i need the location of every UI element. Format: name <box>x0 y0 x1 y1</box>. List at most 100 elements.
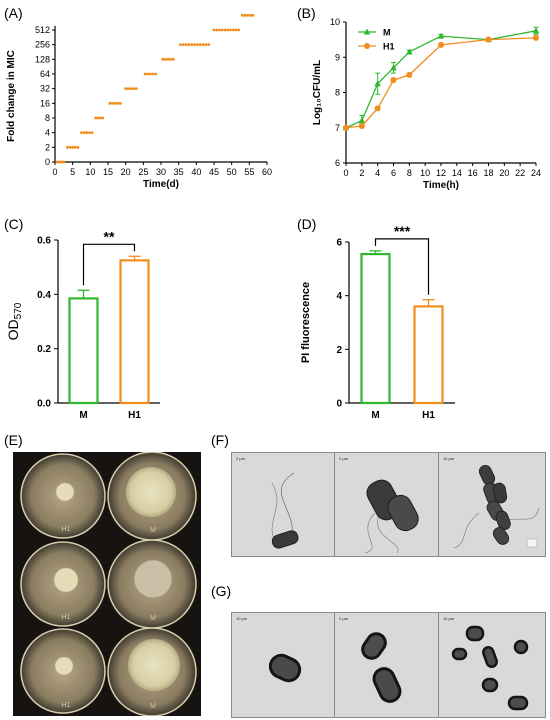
plate-photo-drawing: H1 M H1 M H1 M <box>20 452 197 716</box>
legend-label: H1 <box>383 42 395 52</box>
data-point <box>82 131 86 135</box>
x-tick-label: 14 <box>452 168 462 178</box>
y-tick-label: 32 <box>40 84 50 94</box>
x-tick-label: M <box>79 410 87 421</box>
significance-stars: ** <box>104 228 115 244</box>
scale-label: 10 μm <box>443 456 455 461</box>
data-point <box>390 77 397 84</box>
data-point <box>198 43 202 47</box>
y-axis-label: Log₁₀CFU/mL <box>312 60 323 125</box>
bar <box>360 252 391 405</box>
x-tick-label: 20 <box>499 168 509 178</box>
data-point <box>234 28 238 32</box>
data-point <box>108 101 112 105</box>
colony-h1 <box>53 567 79 593</box>
plate-mark: H1 <box>62 526 71 533</box>
em-image-f3: 10 μm <box>438 452 546 557</box>
y-tick-label: 0.2 <box>37 344 51 355</box>
data-point <box>169 57 173 61</box>
data-point <box>532 27 540 34</box>
y-tick-label: 512 <box>35 25 50 35</box>
data-point <box>80 131 83 135</box>
x-tick-label: 50 <box>227 167 237 177</box>
plate-mark: M <box>150 703 156 710</box>
em-image-g3: 10 μm <box>438 612 546 718</box>
bar <box>413 305 444 405</box>
data-point <box>406 48 413 55</box>
panel-label-a: (A) <box>4 5 23 21</box>
panel-label-d: (D) <box>297 216 317 232</box>
x-tick-label: H1 <box>128 410 141 421</box>
colony-m <box>126 467 176 517</box>
x-tick-label: H1 <box>422 410 435 421</box>
x-tick-label: 10 <box>85 167 95 177</box>
x-axis-label: Time(d) <box>143 179 179 190</box>
x-tick-label: 4 <box>375 168 380 178</box>
data-point <box>220 28 224 32</box>
data-point <box>193 43 196 47</box>
data-point <box>248 13 252 17</box>
y-tick-label: 0.6 <box>37 236 51 247</box>
scale-label: 2 μm <box>339 456 348 461</box>
data-point <box>243 13 247 17</box>
plate-mark: M <box>150 615 156 622</box>
data-point <box>204 43 208 47</box>
data-point <box>215 28 219 32</box>
data-point <box>358 122 365 129</box>
data-point <box>195 43 199 47</box>
chart-a-mic-fold-change: 0 5 10 15 20 25 30 35 40 45 50 55 60 0 2 4 8 16 32 64 128 256… <box>6 13 272 190</box>
data-point <box>251 13 255 17</box>
x-tick-label: 15 <box>103 167 113 177</box>
y-tick-label: 4 <box>45 128 50 138</box>
scale-label: 10 μm <box>236 616 248 621</box>
x-tick-label: 45 <box>209 167 219 177</box>
y-tick-label: 16 <box>40 98 50 108</box>
plate-marks: H1 M H1 M H1 M <box>62 526 157 710</box>
data-point <box>101 116 105 120</box>
x-axis-label: Time(h) <box>423 180 459 191</box>
data-point <box>171 57 175 61</box>
data-point <box>437 32 445 39</box>
y-tick-label: 64 <box>40 69 50 79</box>
scale-label: 10 μm <box>443 616 455 621</box>
y-tick-label: 4 <box>336 291 342 302</box>
em-image-g2: 2 μm <box>334 612 440 718</box>
x-tick-label: 60 <box>262 167 272 177</box>
data-point <box>390 64 397 71</box>
plate-mark: H1 <box>62 614 71 621</box>
data-point <box>438 41 444 48</box>
significance-bracket <box>82 243 136 286</box>
x-tick-label: 24 <box>531 168 541 178</box>
data-point <box>149 72 152 76</box>
panel-label-g: (G) <box>211 583 232 599</box>
data-point <box>118 101 122 105</box>
x-tick-label: 18 <box>483 168 493 178</box>
data-point <box>358 117 366 124</box>
data-point <box>179 43 182 47</box>
em-image-g1-drawing <box>268 653 302 683</box>
data-point <box>161 57 165 61</box>
data-point <box>68 145 72 149</box>
data-point <box>226 28 230 32</box>
bar <box>68 297 99 405</box>
data-point <box>187 43 191 47</box>
x-tick-label: 2 <box>359 168 364 178</box>
data-point <box>212 28 216 32</box>
series-line <box>345 30 537 129</box>
data-point <box>231 28 235 32</box>
data-point <box>533 34 539 41</box>
data-point <box>184 43 188 47</box>
data-point <box>406 71 413 78</box>
colony-h1 <box>55 482 75 502</box>
panel-label-c: (C) <box>4 216 24 232</box>
data-point <box>126 87 130 91</box>
data-point <box>113 101 117 105</box>
data-point <box>116 101 120 105</box>
data-point <box>62 160 66 164</box>
em-image-f1-drawing <box>271 472 299 549</box>
plate-mark: M <box>150 527 156 534</box>
x-tick-label: 12 <box>436 168 446 178</box>
y-tick-label: 10 <box>330 17 340 27</box>
data-point <box>343 124 349 131</box>
em-image-g1: 10 μm <box>231 612 336 718</box>
